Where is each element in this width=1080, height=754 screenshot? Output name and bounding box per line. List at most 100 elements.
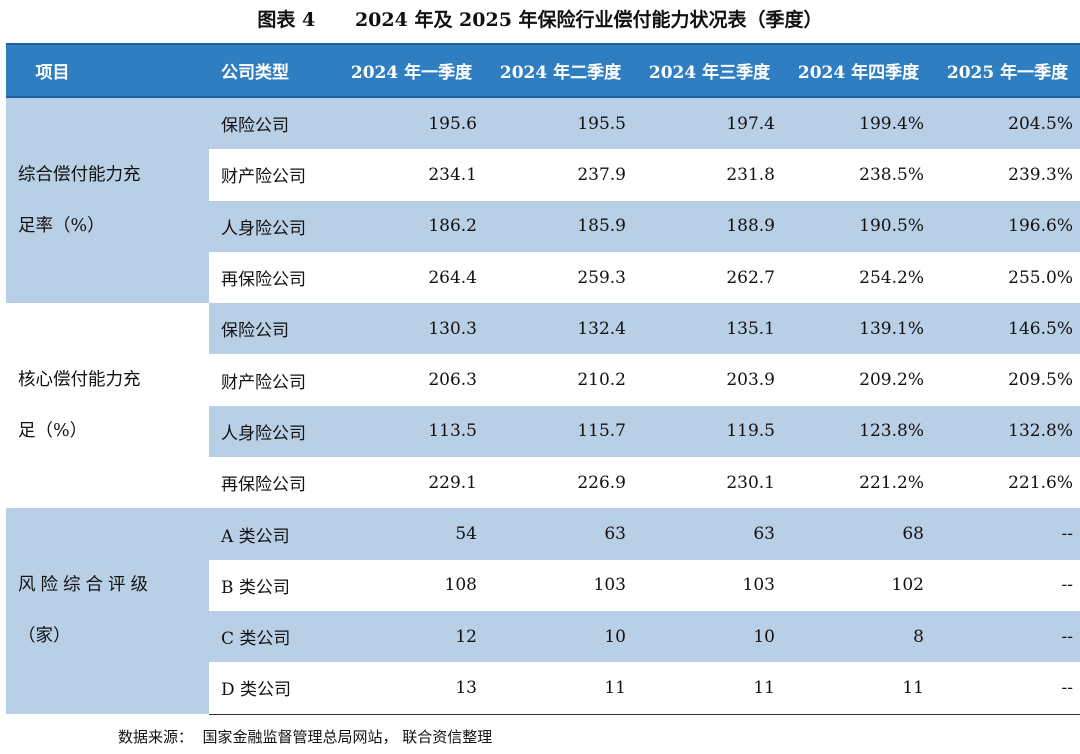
table-row: 财产险公司 234.1 237.9 231.8 238.5% 239.3%	[6, 149, 1080, 200]
group-label-risk-rating: 风险综合评级 （家）	[6, 508, 209, 715]
value-cell: 196.6%	[933, 200, 1080, 252]
group-label-line2: 足（%）	[18, 420, 88, 441]
table-row: 财产险公司 206.3 210.2 203.9 209.2% 209.5%	[6, 354, 1080, 405]
value-cell: 210.2	[577, 370, 626, 391]
value-cell: 238.5%	[859, 164, 924, 185]
value-cell: 12	[337, 610, 486, 663]
value-cell: 103	[593, 575, 626, 596]
value-cell: 221.6%	[1008, 472, 1073, 493]
value-cell: 229.1	[428, 472, 477, 493]
value-cell: 10	[635, 610, 784, 663]
value-cell: 113.5	[337, 405, 486, 458]
data-source-note: 数据来源： 国家金融监督管理总局网站， 联合资信整理	[118, 728, 493, 746]
value-cell: 135.1	[635, 303, 784, 355]
company-type-cell: 再保险公司	[221, 270, 306, 291]
value-cell: 123.8%	[784, 405, 933, 458]
table-row: 核心偿付能力充 足（%） 保险公司 130.3 132.4 135.1 139.…	[6, 303, 1080, 441]
company-type-cell: B 类公司	[221, 577, 290, 598]
value-cell: 146.5%	[933, 303, 1080, 355]
value-cell: 8	[784, 610, 933, 663]
value-cell: 103	[742, 575, 775, 596]
value-cell: 63	[486, 508, 635, 560]
header-item: 项目	[6, 43, 209, 98]
company-type-cell: D 类公司	[209, 662, 337, 715]
value-cell: 119.5	[635, 405, 784, 458]
group-label-line2: 足率（%）	[18, 215, 105, 236]
table-row: 人身险公司 186.2 185.9 188.9 190.5% 196.6%	[6, 200, 1080, 252]
value-cell: 221.2%	[859, 472, 924, 493]
company-type-cell: A 类公司	[209, 508, 337, 560]
table-row: 风险综合评级 （家） A 类公司 54 63 63 68 --	[6, 508, 1080, 715]
value-cell: 68	[784, 508, 933, 560]
value-cell: 195.5	[486, 97, 635, 150]
group-label-comprehensive-solvency: 综合偿付能力充 足率（%）	[6, 97, 209, 304]
value-cell: 209.2%	[859, 370, 924, 391]
header-2024q2: 2024 年二季度	[486, 43, 635, 98]
table-row: B 类公司 108 103 103 102 --	[6, 560, 1080, 611]
group-label-line1: 核心偿付能力充	[18, 369, 141, 390]
company-type-cell: 财产险公司	[221, 372, 306, 393]
table-row: 再保险公司 229.1 226.9 230.1 221.2% 221.6%	[6, 457, 1080, 508]
value-cell: 264.4	[428, 267, 477, 288]
value-cell: --	[933, 610, 1080, 663]
value-cell: 255.0%	[1008, 267, 1073, 288]
value-cell: 139.1%	[784, 303, 933, 355]
solvency-table: 项目 公司类型 2024 年一季度 2024 年二季度 2024 年三季度 20…	[6, 43, 1080, 715]
company-type-cell: 人身险公司	[209, 200, 337, 252]
value-cell: --	[933, 508, 1080, 560]
value-cell: 63	[635, 508, 784, 560]
table-row: 人身险公司 113.5 115.7 119.5 123.8% 132.8%	[6, 405, 1080, 458]
group-label-line2: （家）	[18, 626, 71, 647]
value-cell: 10	[486, 610, 635, 663]
group-label-line1: 综合偿付能力充	[18, 164, 141, 185]
value-cell: 239.3%	[1008, 164, 1073, 185]
company-type-cell: C 类公司	[209, 610, 337, 663]
table-title: 图表 4 2024 年及 2025 年保险行业偿付能力状况表（季度）	[257, 9, 823, 31]
company-type-cell: 保险公司	[209, 97, 337, 150]
value-cell: 11	[635, 662, 784, 715]
table-header-row: 项目 公司类型 2024 年一季度 2024 年二季度 2024 年三季度 20…	[6, 43, 1080, 98]
header-2024q1: 2024 年一季度	[337, 43, 486, 98]
value-cell: 186.2	[337, 200, 486, 252]
value-cell: 259.3	[577, 267, 626, 288]
value-cell: 234.1	[428, 164, 477, 185]
value-cell: 231.8	[726, 164, 775, 185]
value-cell: 11	[486, 662, 635, 715]
value-cell: 108	[444, 575, 477, 596]
group-label-line1: 风险综合评级	[18, 575, 153, 596]
company-type-cell: 保险公司	[209, 303, 337, 355]
value-cell: 230.1	[726, 472, 775, 493]
value-cell: 132.8%	[933, 405, 1080, 458]
value-cell: 11	[784, 662, 933, 715]
value-cell: 102	[891, 575, 924, 596]
header-2024q4: 2024 年四季度	[784, 43, 933, 98]
table-row: 综合偿付能力充 足率（%） 保险公司 195.6 195.5 197.4 199…	[6, 97, 1080, 304]
header-2025q1: 2025 年一季度	[933, 43, 1080, 98]
value-cell: 188.9	[635, 200, 784, 252]
company-type-cell: 再保险公司	[221, 475, 306, 496]
value-cell: 190.5%	[784, 200, 933, 252]
company-type-cell: 财产险公司	[221, 167, 306, 188]
value-cell: 206.3	[428, 370, 477, 391]
value-cell: 254.2%	[859, 267, 924, 288]
value-cell: 54	[337, 508, 486, 560]
value-cell: 237.9	[577, 164, 626, 185]
table-row: C 类公司 12 10 10 8 --	[6, 610, 1080, 663]
value-cell: 203.9	[726, 370, 775, 391]
value-cell: 226.9	[577, 472, 626, 493]
header-company-type: 公司类型	[209, 43, 337, 98]
value-cell: 209.5%	[1008, 370, 1073, 391]
value-cell: 132.4	[486, 303, 635, 355]
value-cell: 115.7	[486, 405, 635, 458]
value-cell: 195.6	[337, 97, 486, 150]
value-cell: 199.4%	[784, 97, 933, 150]
value-cell: 185.9	[486, 200, 635, 252]
value-cell: --	[1061, 575, 1074, 596]
value-cell: --	[933, 662, 1080, 715]
value-cell: 204.5%	[933, 97, 1080, 150]
group-label-core-solvency: 核心偿付能力充 足（%）	[6, 303, 209, 508]
company-type-cell: 人身险公司	[209, 405, 337, 458]
table-row: D 类公司 13 11 11 11 --	[6, 662, 1080, 715]
value-cell: 130.3	[337, 303, 486, 355]
table-row: 再保险公司 264.4 259.3 262.7 254.2% 255.0%	[6, 252, 1080, 303]
